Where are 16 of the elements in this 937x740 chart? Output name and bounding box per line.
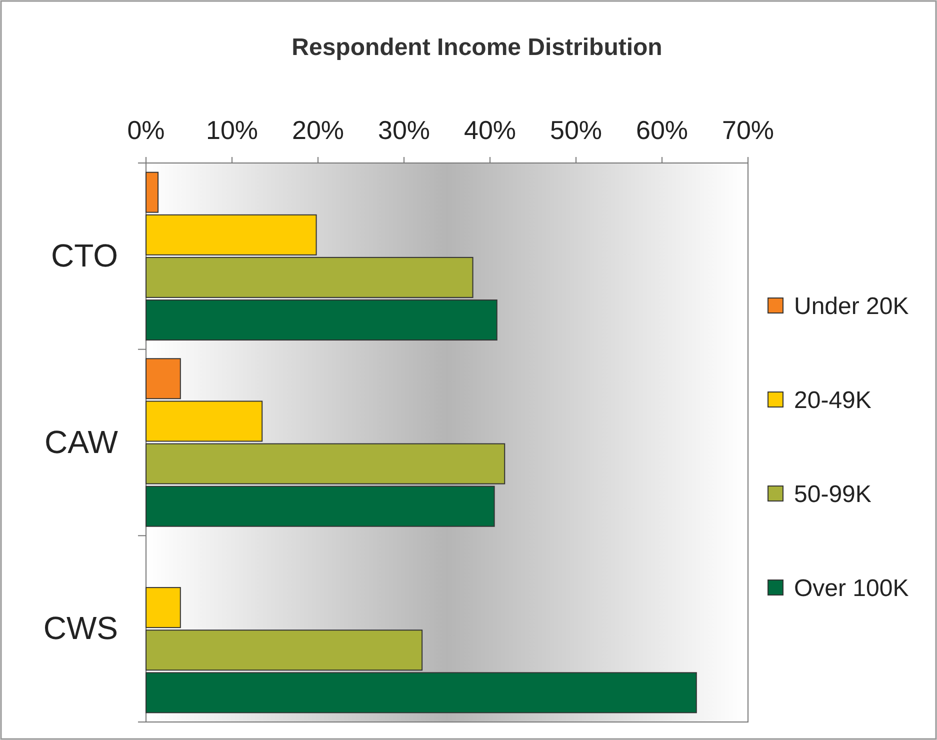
x-tick-label: 40% — [464, 115, 516, 145]
x-tick-label: 60% — [636, 115, 688, 145]
legend-label: Over 100K — [794, 575, 909, 602]
x-tick-label: 70% — [722, 115, 774, 145]
legend-label: 50-99K — [794, 481, 872, 508]
x-tick-label: 30% — [378, 115, 430, 145]
x-tick-label: 0% — [127, 115, 165, 145]
x-tick-label: 20% — [292, 115, 344, 145]
x-tick-label: 10% — [206, 115, 258, 145]
legend-label: Under 20K — [794, 293, 909, 320]
y-tick-label: CWS — [43, 610, 118, 646]
y-tick-label: CAW — [44, 424, 119, 460]
y-tick-label: CTO — [51, 237, 118, 274]
legend-label: 20-49K — [794, 387, 872, 414]
chart-title: Respondent Income Distribution — [292, 34, 662, 61]
x-tick-label: 50% — [550, 115, 602, 145]
